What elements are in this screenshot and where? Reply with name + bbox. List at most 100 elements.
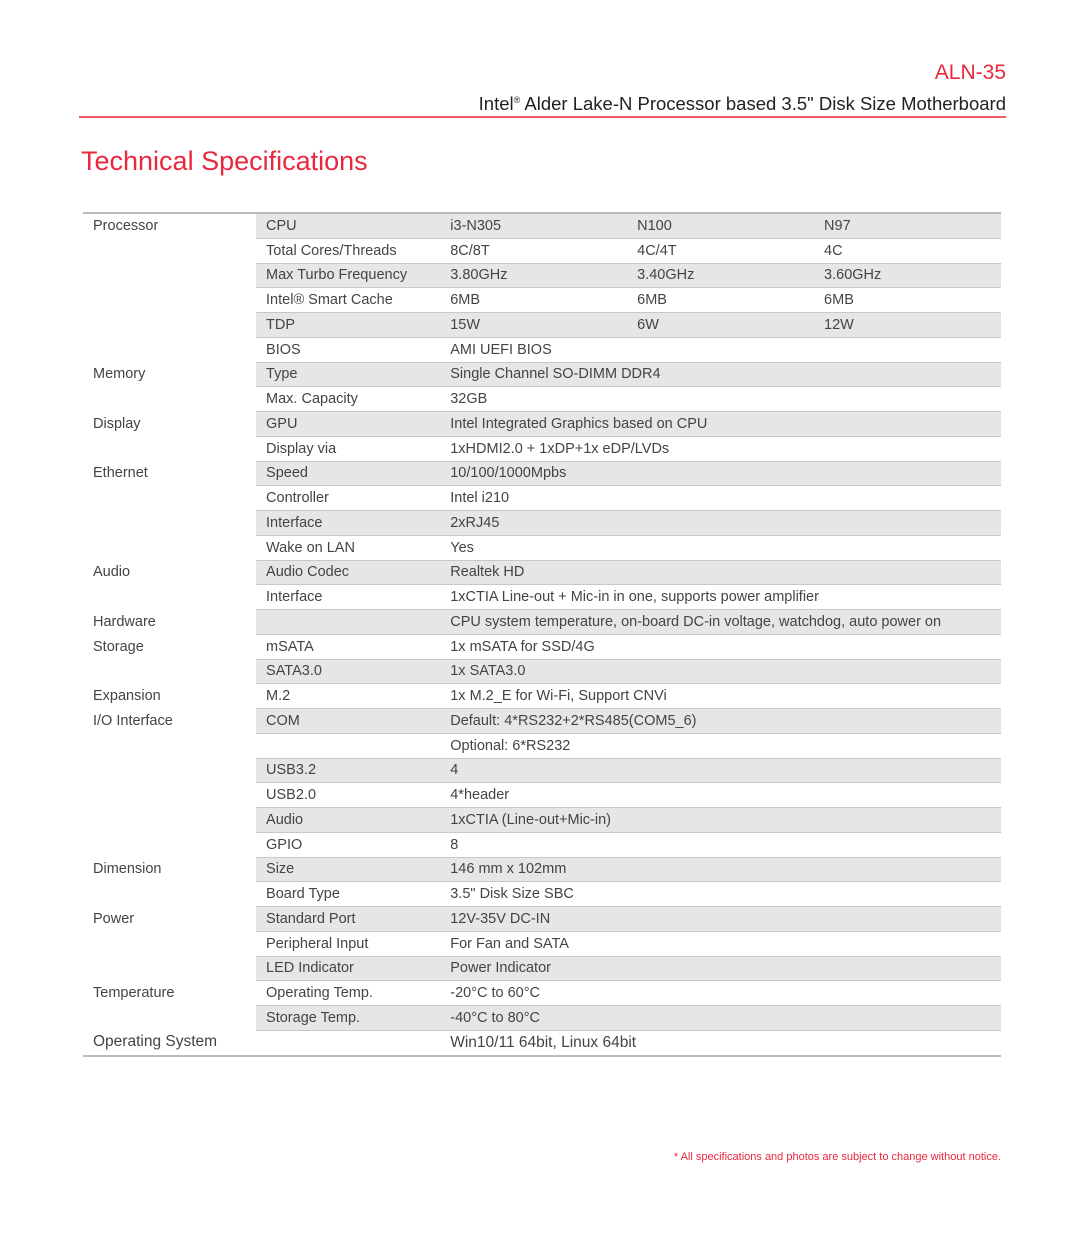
table-row: Intel® Smart Cache 6MB 6MB 6MB	[83, 287, 1001, 313]
spec-value: 1xCTIA Line-out + Mic-in in one, support…	[440, 584, 1001, 610]
table-row: Ethernet Speed 10/100/1000Mpbs	[83, 461, 1001, 487]
spec-label: GPIO	[256, 832, 441, 858]
spec-group	[83, 758, 257, 783]
table-row: Wake on LAN Yes	[83, 535, 1001, 561]
table-row: LED Indicator Power Indicator	[83, 956, 1001, 982]
spec-label: M.2	[256, 683, 441, 709]
spec-group	[83, 238, 257, 263]
spec-label: BIOS	[256, 337, 441, 363]
spec-value: 6MB	[627, 287, 815, 313]
table-row: Total Cores/Threads 8C/8T 4C/4T 4C	[83, 238, 1001, 264]
table-row: SATA3.0 1x SATA3.0	[83, 659, 1001, 685]
spec-group: Processor	[83, 213, 257, 239]
spec-value: Yes	[440, 535, 1001, 561]
spec-value: Single Channel SO-DIMM DDR4	[440, 362, 1001, 388]
spec-label: CPU	[256, 213, 441, 239]
spec-value: 1x M.2_E for Wi-Fi, Support CNVi	[440, 683, 1001, 709]
spec-label: Audio Codec	[256, 560, 441, 586]
spec-label: Size	[256, 857, 441, 883]
spec-value: 3.40GHz	[627, 263, 815, 289]
spec-label: Type	[256, 362, 441, 388]
table-row: Power Standard Port 12V-35V DC-IN	[83, 906, 1001, 932]
table-row: Board Type 3.5" Disk Size SBC	[83, 881, 1001, 907]
spec-group: Storage	[83, 634, 257, 659]
registered-mark: ®	[513, 94, 521, 105]
spec-value: 1x mSATA for SSD/4G	[440, 634, 1001, 660]
spec-value: 6W	[627, 312, 815, 338]
spec-value: 12W	[814, 312, 1001, 338]
spec-value: 1xCTIA (Line-out+Mic-in)	[440, 807, 1001, 833]
spec-group: Expansion	[83, 683, 257, 709]
spec-group: Audio	[83, 560, 257, 585]
spec-value: 3.60GHz	[814, 263, 1001, 289]
spec-group	[83, 931, 257, 956]
spec-value: N97	[814, 213, 1001, 239]
spec-group: Memory	[83, 362, 257, 387]
spec-label: Display via	[256, 436, 441, 462]
spec-group	[83, 510, 257, 536]
model-name: ALN-35	[934, 61, 1006, 84]
spec-value: 3.5" Disk Size SBC	[440, 881, 1001, 907]
spec-value: 32GB	[440, 386, 1001, 412]
table-row: Display GPU Intel Integrated Graphics base…	[83, 411, 1001, 437]
spec-group	[83, 386, 257, 412]
table-row: Storage Temp. -40°C to 80°C	[83, 1005, 1001, 1031]
spec-value: Intel Integrated Graphics based on CPU	[440, 411, 1001, 437]
spec-group	[83, 881, 257, 907]
table-row: GPIO 8	[83, 832, 1001, 858]
spec-label: USB2.0	[256, 782, 441, 808]
spec-group	[83, 287, 257, 313]
spec-value: 3.80GHz	[440, 263, 628, 289]
table-row: TDP 15W 6W 12W	[83, 312, 1001, 338]
table-row: Controller Intel i210	[83, 485, 1001, 511]
spec-value: 6MB	[440, 287, 628, 313]
table-row: Dimension Size 146 mm x 102mm	[83, 857, 1001, 883]
spec-group	[83, 312, 257, 338]
spec-value: -20°C to 60°C	[440, 980, 1001, 1006]
spec-label: Total Cores/Threads	[256, 238, 441, 264]
spec-label: Max. Capacity	[256, 386, 441, 412]
spec-value: 4C	[814, 238, 1001, 264]
spec-group: Temperature	[83, 980, 257, 1006]
spec-value: 12V-35V DC-IN	[440, 906, 1001, 932]
spec-label: LED Indicator	[256, 956, 441, 982]
spec-group: Display	[83, 411, 257, 437]
subtitle-brand: Intel	[478, 93, 514, 114]
spec-value: 1x SATA3.0	[440, 659, 1001, 685]
spec-label: GPU	[256, 411, 441, 437]
spec-label: Speed	[256, 461, 441, 487]
table-row: Audio Audio Codec Realtek HD	[83, 560, 1001, 586]
spec-value: AMI UEFI BIOS	[440, 337, 1001, 363]
table-row: Max. Capacity 32GB	[83, 386, 1001, 412]
spec-value: Intel i210	[440, 485, 1001, 511]
spec-group: Power	[83, 906, 257, 932]
spec-value: 8C/8T	[440, 238, 628, 264]
spec-label: Interface	[256, 510, 441, 536]
table-row: Memory Type Single Channel SO-DIMM DDR4	[83, 362, 1001, 388]
spec-value: 2xRJ45	[440, 510, 1001, 536]
spec-group	[83, 782, 257, 808]
spec-value: Power Indicator	[440, 956, 1001, 982]
table-row: Expansion M.2 1x M.2_E for Wi-Fi, Support …	[83, 683, 1001, 709]
spec-group: Dimension	[83, 857, 257, 882]
spec-label: Wake on LAN	[256, 535, 441, 561]
table-row: Interface 1xCTIA Line-out + Mic-in in one…	[83, 584, 1001, 610]
spec-group	[83, 956, 257, 981]
product-subtitle: Intel® Alder Lake-N Processor based 3.5"…	[479, 93, 1006, 115]
spec-value: 4	[440, 758, 1001, 784]
spec-value: 15W	[440, 312, 628, 338]
spec-label: Board Type	[256, 881, 441, 907]
spec-value: Optional: 6*RS232	[440, 733, 1001, 759]
spec-value: 6MB	[814, 287, 1001, 313]
spec-value: 8	[440, 832, 1001, 858]
spec-group	[83, 807, 257, 833]
spec-group: Hardware	[83, 609, 257, 635]
spec-label: Max Turbo Frequency	[256, 263, 441, 289]
subtitle-text: Alder Lake-N Processor based 3.5" Disk S…	[520, 93, 1006, 114]
spec-value: For Fan and SATA	[440, 931, 1001, 957]
spec-group	[83, 485, 257, 511]
spec-group	[83, 1005, 257, 1031]
spec-label: Intel® Smart Cache	[256, 287, 441, 313]
page-title: Technical Specifications	[81, 146, 368, 176]
